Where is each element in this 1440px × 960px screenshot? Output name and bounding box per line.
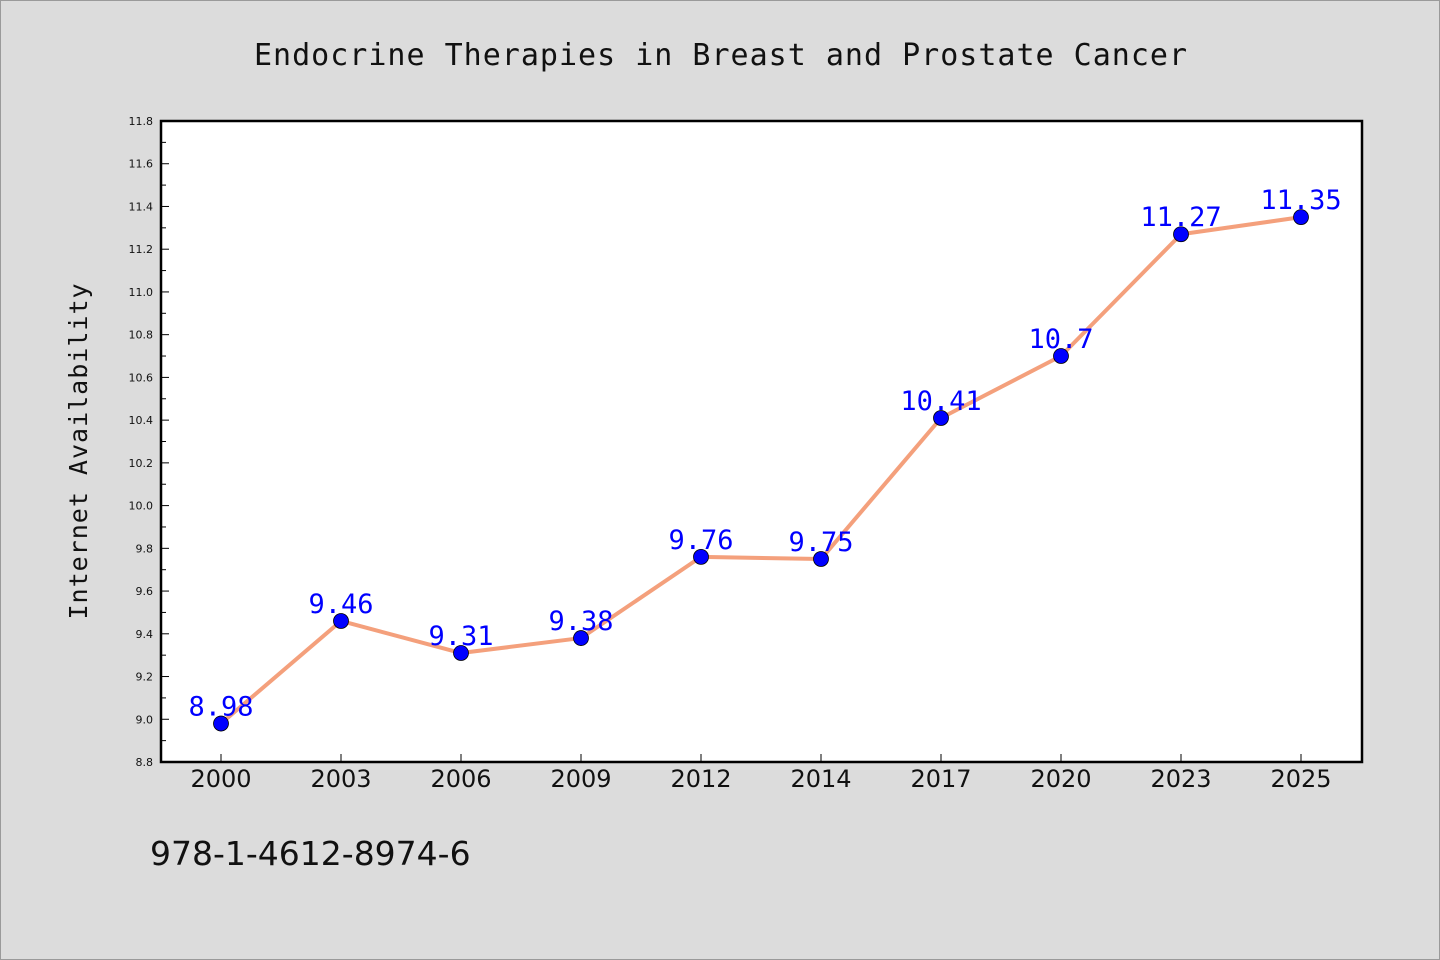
data-point [1173,226,1189,243]
y-axis: 8.8 9.0 9.2 9.4 9.6 9.8 10.0 10.2 10.4 10.6 10.8 11… [129,115,169,769]
data-label: 10.7 [1028,324,1093,355]
data-point [1293,209,1309,226]
data-point [333,613,349,629]
x-tick-label: 2023 [1150,765,1211,793]
x-tick-label: 2000 [190,765,251,793]
data-point [1053,348,1069,364]
data-label: 10.41 [900,386,981,417]
series-layer [213,209,1309,732]
isbn-text: 978-1-4612-8974-6 [150,834,471,873]
data-point [813,551,829,567]
y-tick-label: 11.4 [129,200,154,213]
y-tick-label: 11.0 [129,286,154,299]
y-tick-label: 9.0 [136,713,154,726]
data-point [573,630,589,646]
data-label: 9.75 [788,527,853,558]
data-point [453,645,469,661]
y-axis-label: Internet Availability [64,282,93,619]
y-tick-label: 9.2 [136,671,154,684]
y-tick-label: 9.4 [136,628,154,641]
data-label: 9.38 [548,606,613,637]
y-tick-label: 10.2 [129,457,154,470]
plot-area [161,121,1362,762]
x-axis: 2000 2003 2006 2009 2012 2014 2017 2020 2023 2025 [190,754,1332,793]
y-tick-label: 8.8 [136,756,154,769]
x-tick-label: 2006 [430,765,491,793]
y-tick-label: 10.8 [129,329,154,342]
y-tick-label: 9.6 [136,585,154,598]
y-tick-label: 10.0 [129,500,154,513]
data-label: 11.35 [1260,185,1341,216]
x-tick-label: 2012 [670,765,731,793]
data-point [933,410,949,426]
data-label: 9.31 [428,621,493,652]
x-tick-label: 2017 [910,765,971,793]
x-tick-label: 2014 [790,765,851,793]
data-label: 8.98 [188,692,253,723]
y-tick-label: 11.2 [129,243,154,256]
x-tick-label: 2009 [550,765,611,793]
y-tick-label: 10.4 [129,414,154,427]
series-line [219,215,1302,726]
x-tick-label: 2020 [1030,765,1091,793]
data-point [213,715,229,732]
data-label: 9.76 [668,525,733,556]
data-point [693,548,709,565]
data-label: 9.46 [308,589,373,620]
y-tick-label: 9.8 [136,542,154,555]
data-label: 11.27 [1140,202,1221,233]
data-labels: 8.98 9.46 9.31 9.38 9.76 9.75 10.41 10.7 11.27 11… [188,185,1341,722]
x-tick-label: 2003 [310,765,371,793]
x-tick-label: 2025 [1270,765,1331,793]
y-tick-label: 10.6 [129,371,154,384]
y-tick-label: 11.6 [129,158,154,171]
chart-title: Endocrine Therapies in Breast and Prosta… [254,38,1188,73]
y-tick-label: 11.8 [129,115,154,128]
plot-frame [159,119,1364,764]
